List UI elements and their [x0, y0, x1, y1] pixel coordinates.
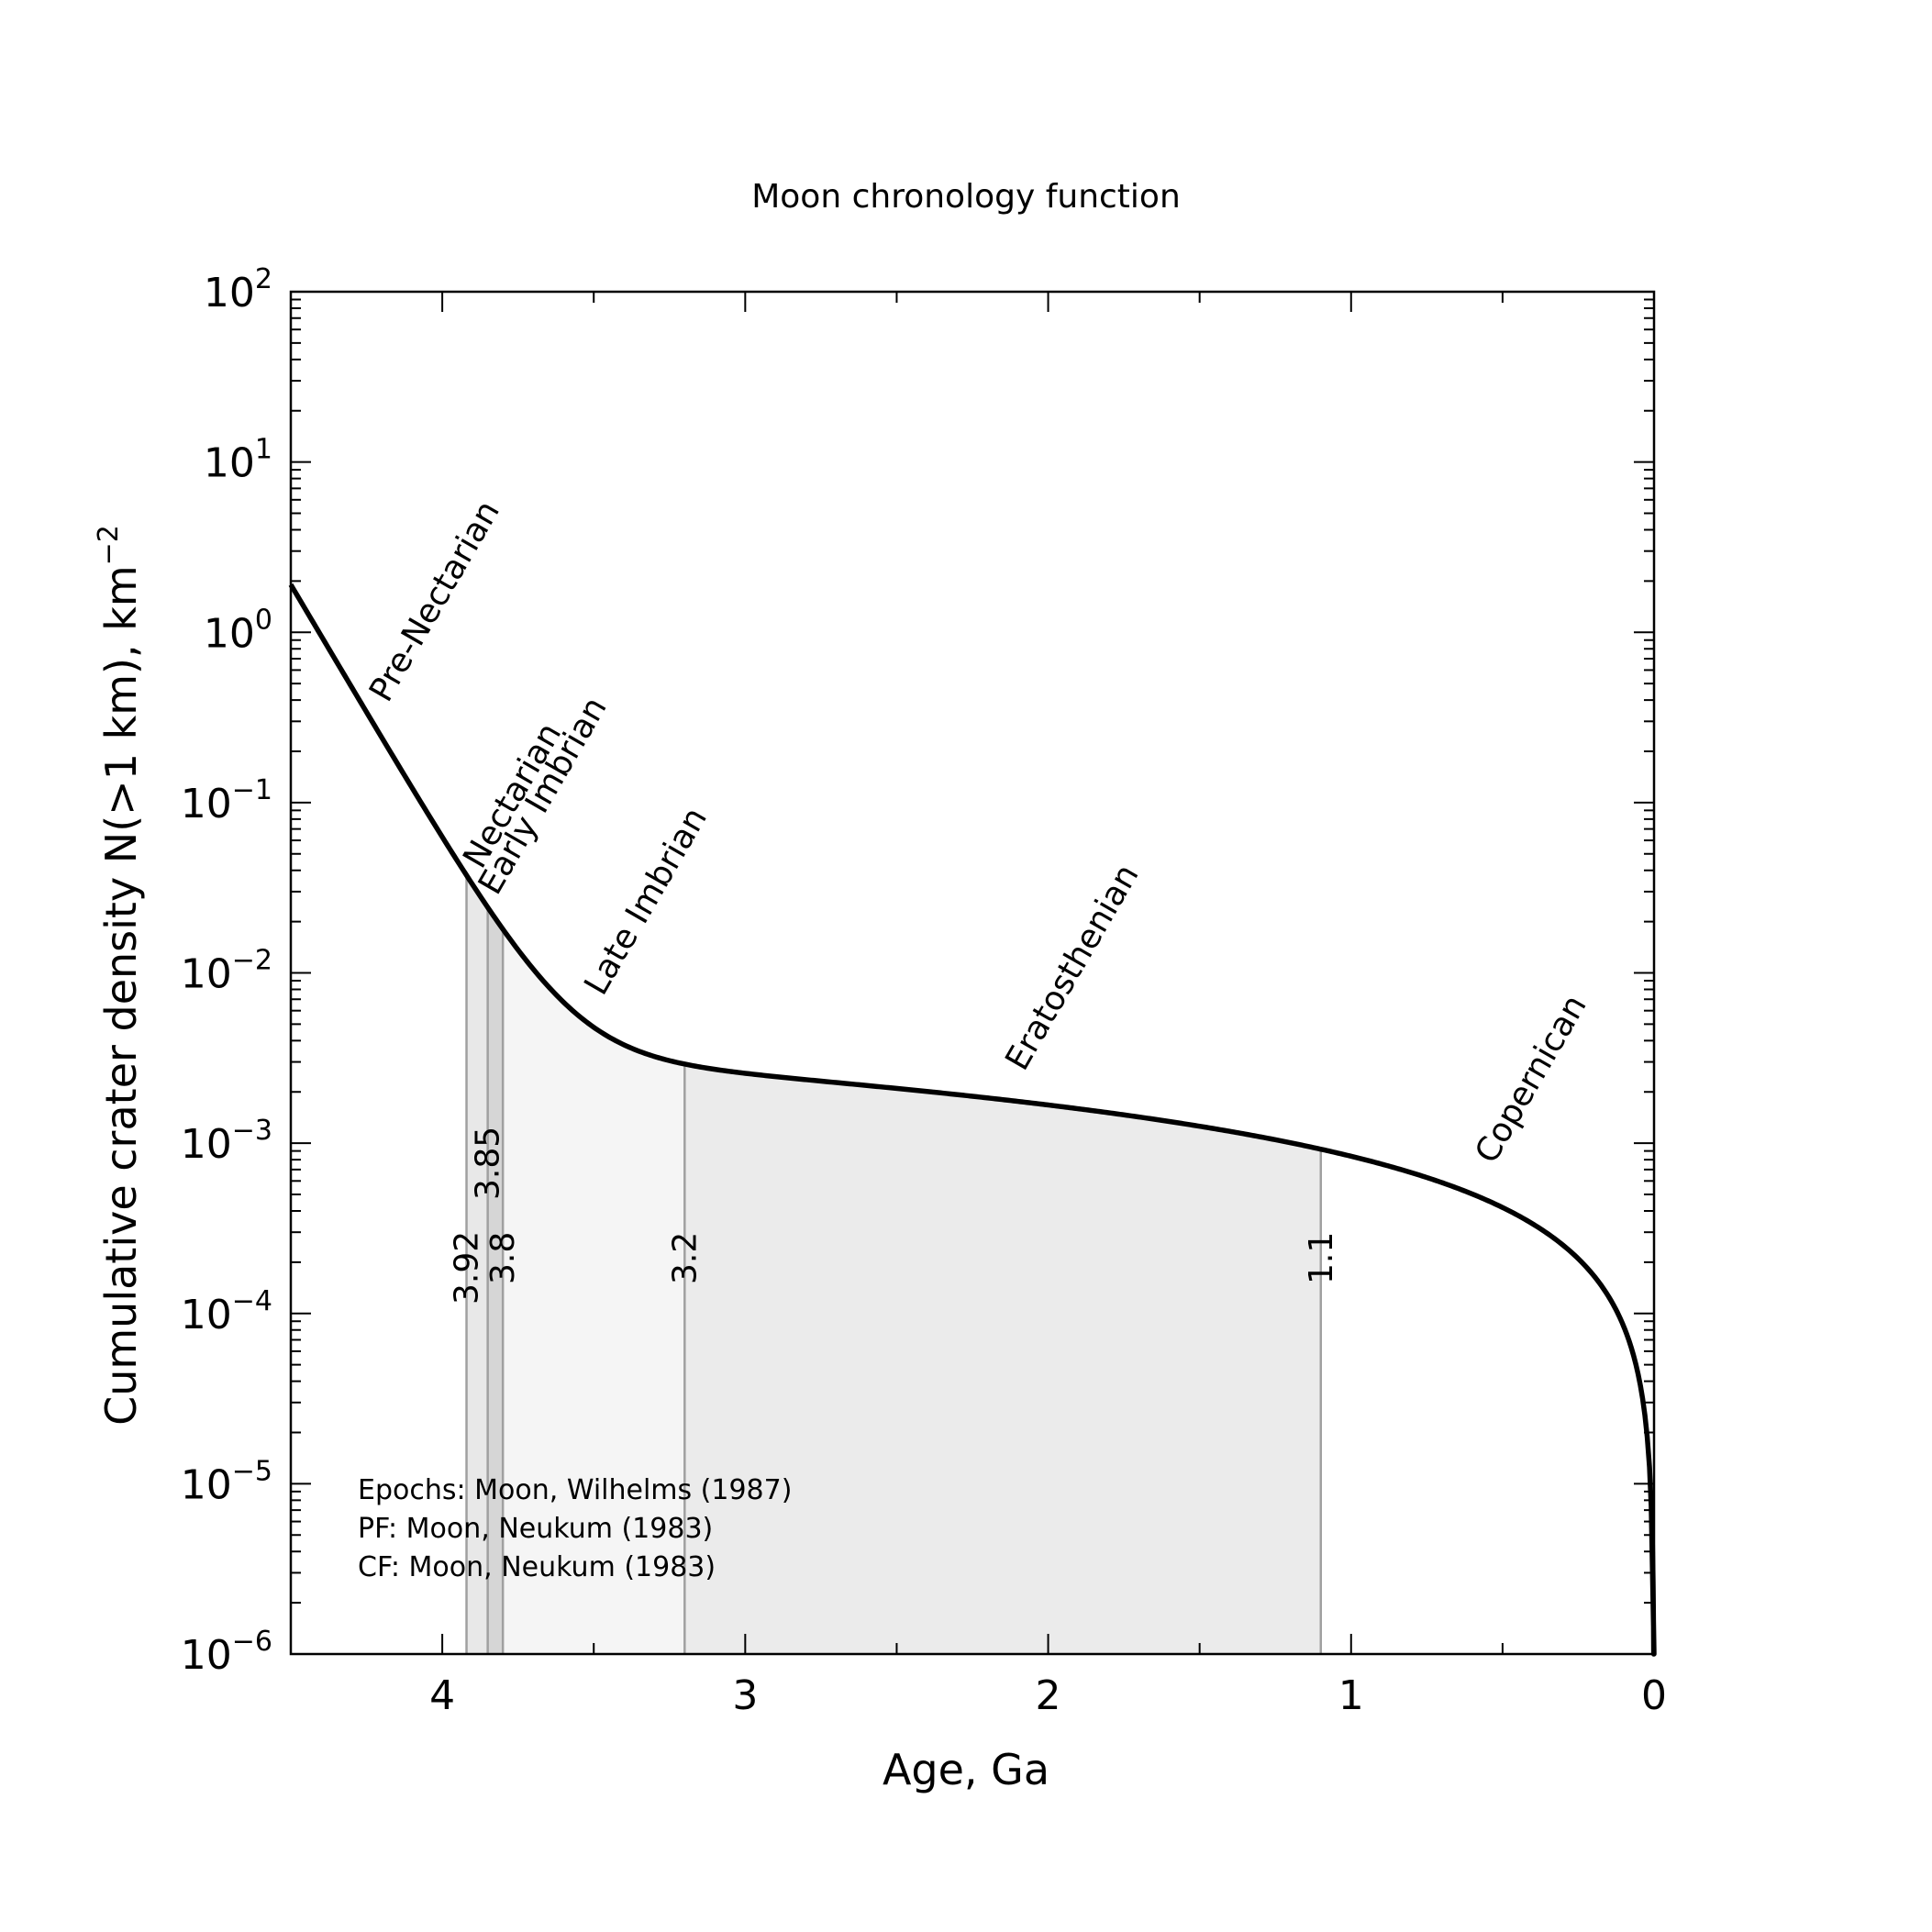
plot-frame [289, 290, 1656, 1656]
y-tick-label-exponent: −1 [232, 774, 272, 806]
x-tick-label: 3 [732, 1672, 758, 1719]
note-production-function: PF: Moon, Neukum (1983) [358, 1513, 713, 1545]
y-axis-label-text: Cumulative crater density N(>1 km), km [96, 565, 146, 1426]
note-chronology-function: CF: Moon, Neukum (1983) [358, 1551, 716, 1583]
note-epochs: Epochs: Moon, Wilhelms (1987) [358, 1474, 792, 1506]
y-tick-label-exponent: 1 [255, 434, 272, 466]
y-tick-label-base: 10 [181, 781, 232, 827]
x-tick-label: 2 [1036, 1672, 1061, 1719]
epoch-boundary-lines [465, 875, 1323, 1654]
boundary-value-label: 1.1 [1303, 1232, 1340, 1284]
y-tick-label: 100 [204, 604, 272, 657]
y-tick-label: 10−4 [181, 1285, 272, 1338]
y-tick-label: 102 [204, 263, 272, 316]
y-tick-label-base: 10 [181, 1461, 232, 1508]
boundary-value-label: 3.8 [484, 1232, 522, 1284]
y-tick-label-base: 10 [181, 1292, 232, 1338]
epoch-band-2 [503, 928, 685, 1654]
x-axis-label: Age, Ga [883, 1745, 1049, 1794]
x-tick-label: 4 [429, 1672, 455, 1719]
y-tick-label-base: 10 [181, 951, 232, 998]
y-tick-label-exponent: −4 [232, 1285, 272, 1317]
y-tick-label-base: 10 [204, 610, 255, 657]
epoch-band-0 [466, 875, 488, 1654]
y-tick-label: 101 [204, 434, 272, 487]
y-tick-label-exponent: −2 [232, 945, 272, 977]
y-tick-label-exponent: −6 [232, 1626, 272, 1658]
epoch-shaded-bands [466, 875, 1321, 1654]
y-tick-label-base: 10 [204, 270, 255, 316]
boundary-value-label: 3.2 [666, 1232, 704, 1284]
x-tick-label: 1 [1338, 1672, 1364, 1719]
y-tick-label: 10−6 [181, 1626, 272, 1679]
y-tick-label: 10−5 [181, 1455, 272, 1508]
y-tick-label-base: 10 [181, 1632, 232, 1679]
epoch-boundary-labels: 3.92 3.85 3.8 3.2 1.1 [449, 1127, 1340, 1305]
boundary-value-label: 3.92 [449, 1231, 486, 1305]
boundary-value-label: 3.85 [470, 1127, 507, 1200]
epoch-label: Eratosthenian [998, 858, 1146, 1076]
y-tick-label: 10−3 [181, 1115, 272, 1168]
y-tick-label-base: 10 [181, 1121, 232, 1168]
y-tick-label-exponent: −5 [232, 1455, 272, 1487]
epoch-label: Copernican [1468, 989, 1593, 1170]
epoch-label: Pre-Nectarian [362, 494, 507, 708]
chronology-curve [288, 583, 1657, 1657]
y-tick-label: 10−1 [181, 774, 272, 827]
epoch-band-1 [487, 907, 504, 1654]
x-tick-label: 0 [1641, 1672, 1667, 1719]
chart-title: Moon chronology function [751, 178, 1181, 216]
y-axis-label: Cumulative crater density N(>1 km), km−2 [93, 525, 146, 1426]
y-axis-label-superscript: −2 [93, 525, 125, 565]
y-tick-label-exponent: 0 [255, 604, 272, 636]
source-notes: Epochs: Moon, Wilhelms (1987) PF: Moon, … [358, 1474, 792, 1583]
y-tick-label: 10−2 [181, 945, 272, 998]
y-tick-label-exponent: −3 [232, 1115, 272, 1147]
epoch-label: Late Imbrian [577, 802, 715, 1002]
y-tick-label-base: 10 [204, 440, 255, 487]
x-tick-labels: 4 3 2 1 0 [429, 1672, 1667, 1719]
epoch-band-3 [684, 1063, 1321, 1654]
y-tick-label-exponent: 2 [255, 263, 272, 295]
